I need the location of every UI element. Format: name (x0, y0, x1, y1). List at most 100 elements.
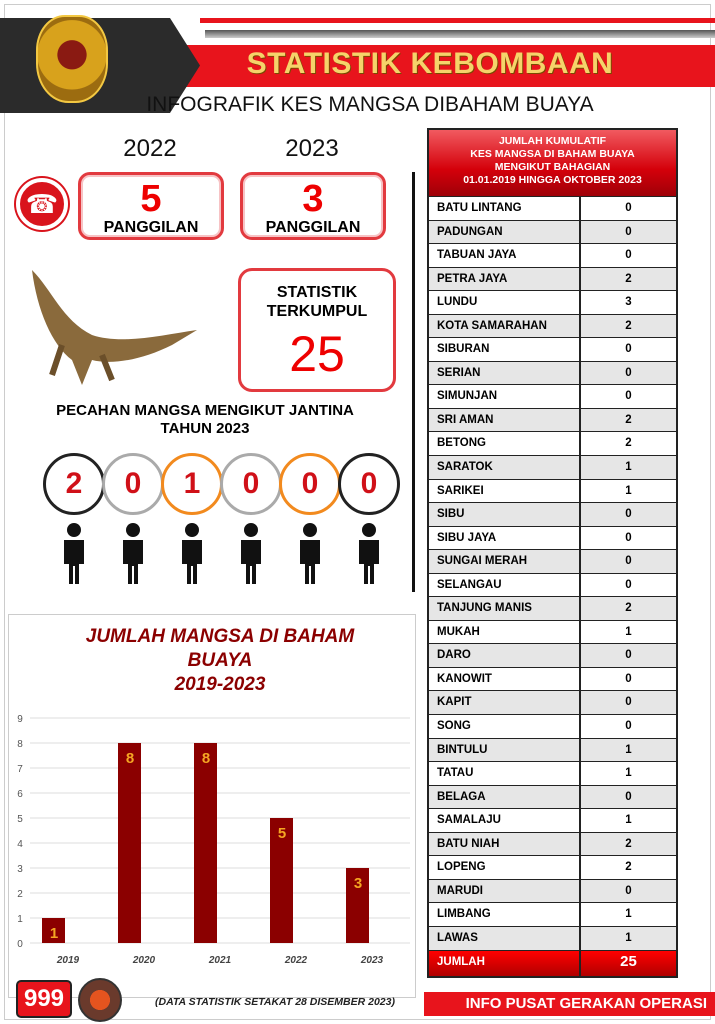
table-row: SELANGAU 0 (429, 572, 676, 597)
table-row: PADUNGAN 0 (429, 219, 676, 244)
chart-panel (8, 614, 416, 998)
division-count: 0 (625, 884, 632, 897)
division-count: 0 (625, 225, 632, 238)
calls-label: PANGGILAN (103, 219, 199, 236)
bar-data-label: 8 (202, 750, 210, 767)
bar-data-label: 5 (278, 825, 286, 842)
table-row: SIBURAN 0 (429, 337, 676, 361)
division-table: JUMLAH KUMULATIF KES MANGSA DI BAHAM BUA… (427, 128, 678, 978)
division-count: 2 (625, 861, 632, 874)
table-row: MARUDI 0 (429, 878, 676, 903)
gender-count-ring: 1 (161, 453, 223, 515)
division-count: 1 (625, 767, 632, 780)
division-name: SIBU (429, 503, 581, 526)
header-stripe (205, 30, 715, 38)
division-name: PETRA JAYA (429, 267, 581, 291)
x-tick-label: 2023 (360, 955, 384, 966)
table-header-line: KES MANGSA DI BAHAM BUAYA (470, 148, 635, 160)
division-name: TATAU (429, 762, 581, 785)
bar-data-label: 3 (354, 875, 362, 892)
division-count: 2 (625, 413, 632, 426)
girl-icon (346, 522, 392, 586)
info-banner: INFO PUSAT GERAKAN OPERASI (424, 992, 715, 1016)
table-row: SIMUNJAN 0 (429, 384, 676, 408)
y-tick-label: 2 (17, 889, 23, 900)
data-note: (DATA STATISTIK SETAKAT 28 DISEMBER 2023… (155, 996, 395, 1008)
division-name: SAMALAJU (429, 809, 581, 832)
division-name: DARO (429, 644, 581, 667)
table-row: BINTULU 1 (429, 737, 676, 762)
table-row: KAPIT 0 (429, 690, 676, 715)
calls-2022-box: 5 PANGGILAN (78, 172, 224, 240)
division-name: TABUAN JAYA (429, 244, 581, 267)
bomba-logo (36, 15, 108, 103)
y-tick-label: 8 (17, 739, 23, 750)
division-count: 0 (625, 366, 632, 379)
division-name: SUNGAI MERAH (429, 550, 581, 573)
table-row: SAMALAJU 1 (429, 808, 676, 832)
table-row: PETRA JAYA 2 (429, 266, 676, 291)
y-tick-label: 4 (17, 839, 23, 850)
division-name: BETONG (429, 432, 581, 456)
division-count: 1 (625, 484, 632, 497)
y-tick-label: 1 (17, 914, 23, 925)
header-stripe (200, 18, 715, 23)
man-icon (169, 522, 215, 586)
gender-count-ring: 0 (102, 453, 164, 515)
year-2023: 2023 (285, 135, 339, 162)
gender-title-line: PECAHAN MANGSA MENGIKUT JANTINA (56, 402, 354, 419)
chart-title-line: BUAYA (187, 650, 253, 671)
division-count: 2 (625, 319, 632, 332)
table-row: SERIAN 0 (429, 360, 676, 385)
table-row: SARIKEI 1 (429, 478, 676, 503)
year-2022: 2022 (123, 135, 177, 162)
division-name: SIBU JAYA (429, 526, 581, 550)
chart-title: JUMLAH MANGSA DI BAHAM BUAYA 2019-2023 (20, 625, 420, 697)
stat-label: STATISTIK (276, 284, 358, 301)
division-name: BATU LINTANG (429, 197, 581, 220)
division-count: 2 (625, 272, 632, 285)
table-row: DARO 0 (429, 643, 676, 667)
division-count: 0 (625, 531, 632, 544)
division-name: BINTULU (429, 738, 581, 762)
table-row: SRI AMAN 2 (429, 407, 676, 432)
table-header-line: 01.01.2019 HINGGA OKTOBER 2023 (463, 174, 642, 186)
table-row: SONG 0 (429, 714, 676, 738)
table-row: BATU NIAH 2 (429, 831, 676, 856)
division-name: BELAGA (429, 785, 581, 809)
division-name: SERIAN (429, 361, 581, 385)
table-header-line: MENGIKUT BAHAGIAN (494, 161, 611, 173)
division-name: SARIKEI (429, 479, 581, 503)
gender-title-line: TAHUN 2023 (160, 420, 250, 437)
division-count: 0 (625, 720, 632, 733)
table-row: BATU LINTANG 0 (429, 196, 676, 220)
gender-count-ring: 0 (279, 453, 341, 515)
table-total-row: JUMLAH 25 (429, 949, 676, 976)
chart-title-line: JUMLAH MANGSA DI BAHAM (85, 626, 355, 647)
y-tick-label: 9 (17, 714, 23, 725)
division-name: LIMBANG (429, 903, 581, 926)
division-count: 1 (625, 908, 632, 921)
division-count: 1 (625, 625, 632, 638)
divider (412, 172, 415, 592)
x-tick-label: 2019 (56, 955, 80, 966)
bar (346, 868, 369, 943)
division-count: 1 (625, 931, 632, 944)
emergency-999-logo: 999 (16, 980, 72, 1018)
woman-icon (228, 522, 274, 586)
cumulative-stat-box: STATISTIK TERKUMPUL 25 (238, 268, 396, 392)
division-count: 1 (625, 814, 632, 827)
crocodile-image (32, 270, 197, 385)
gender-title: PECAHAN MANGSA MENGIKUT JANTINA TAHUN 20… (10, 402, 400, 438)
chart-title-line: 2019-2023 (174, 674, 266, 695)
division-name: SONG (429, 715, 581, 738)
page-subtitle: INFOGRAFIK KES MANGSA DIBAHAM BUAYA (146, 93, 594, 116)
bar (118, 743, 141, 943)
bar-chart: 0 1 2 3 4 5 6 7 8 9 1 2019 8 2020 8 2021 5 2022 3 2023 (17, 714, 410, 966)
division-count: 3 (625, 296, 632, 309)
table-row: MUKAH 1 (429, 619, 676, 644)
division-count: 2 (625, 837, 632, 850)
stat-value: 25 (289, 326, 345, 382)
table-row: LUNDU 3 (429, 290, 676, 314)
division-name: SIBURAN (429, 338, 581, 361)
